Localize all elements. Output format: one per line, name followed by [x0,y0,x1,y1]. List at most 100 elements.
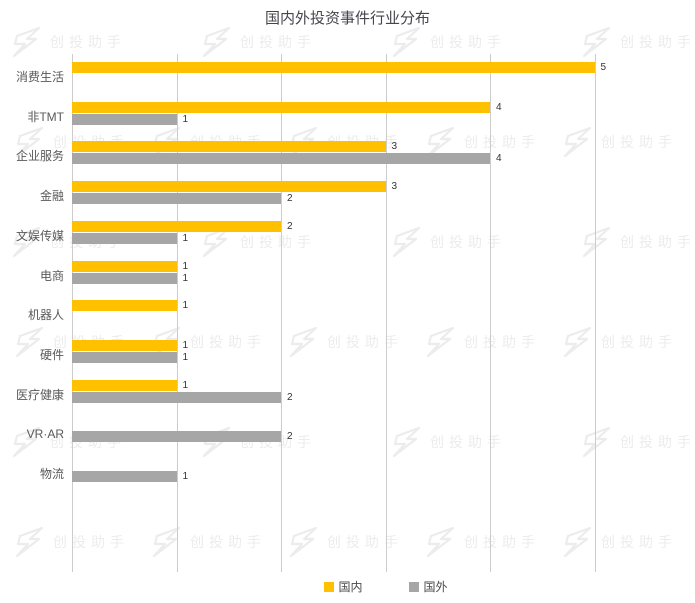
watermark-unit: 创投助手 [563,527,677,557]
category-label: 机器人 [27,308,64,323]
watermark-text: 创投助手 [430,34,506,50]
watermark-z-logo-icon [426,527,454,557]
watermark-text: 创投助手 [240,34,316,50]
watermark-z-logo-icon [392,427,420,457]
bar-domestic [72,260,177,272]
watermark-unit: 创投助手 [582,427,695,457]
legend-item-foreign[interactable]: 国外 [408,578,448,595]
value-label: 1 [182,113,189,125]
x-gridline [385,54,387,572]
value-label: 2 [287,431,293,443]
value-label: 1 [182,351,189,363]
watermark-z-logo-icon [392,227,420,257]
watermark-unit: 创投助手 [392,227,506,257]
watermark-text: 创投助手 [601,134,677,150]
x-gridline [594,54,596,572]
watermark-z-logo-icon [582,227,610,257]
watermark-text: 创投助手 [464,334,540,350]
watermark-unit: 创投助手 [563,327,677,357]
watermark-z-logo-icon [289,527,317,557]
bar-domestic [72,379,177,391]
watermark-z-logo-icon [12,27,40,57]
value-label: 1 [182,272,189,284]
watermark-unit: 创投助手 [582,227,695,257]
watermark-text: 创投助手 [240,234,316,250]
watermark-unit: 创投助手 [202,27,316,57]
bar-domestic [72,141,386,153]
category-label: 金融 [39,189,64,204]
watermark-unit: 创投助手 [152,527,266,557]
category-label: 硬件 [39,347,64,362]
watermark-text: 创投助手 [601,534,677,550]
legend-swatch-domestic-icon [323,581,334,592]
value-label: 1 [182,379,189,391]
bar-foreign [72,113,177,125]
watermark-z-logo-icon [392,27,420,57]
x-gridline [490,54,491,572]
value-label: 4 [496,153,502,165]
bar-domestic [72,181,386,193]
watermark-z-logo-icon [582,27,610,57]
category-label: 消费生活 [15,70,64,84]
value-label: 2 [287,193,293,205]
category-label: 医疗健康 [15,387,64,402]
value-label: 1 [182,232,189,244]
watermark-z-logo-icon [563,527,591,557]
watermark-text: 创投助手 [190,334,266,350]
category-label: 物流 [39,467,64,481]
value-label: 1 [182,300,189,312]
watermark-text: 创投助手 [327,334,403,350]
bar-foreign [72,471,177,482]
legend-label-foreign: 国外 [423,580,448,594]
legend-item-domestic[interactable]: 国内 [323,578,363,595]
watermark-z-logo-icon [582,427,610,457]
chart-title: 国内外投资事件行业分布 [264,10,430,27]
watermark-unit: 创投助手 [426,527,540,557]
x-gridline [176,54,178,572]
watermark-text: 创投助手 [620,234,695,250]
watermark-z-logo-icon [202,27,230,57]
watermark-z-logo-icon [563,127,591,157]
legend: 国内 国外 [323,578,448,595]
watermark-text: 创投助手 [464,534,540,550]
watermark-unit: 创投助手 [582,27,695,57]
bar-foreign [72,232,177,244]
category-label: 文娱传媒 [15,228,64,243]
watermark-text: 创投助手 [190,534,266,550]
x-gridline [281,54,282,572]
watermark-unit: 创投助手 [12,27,126,57]
bar-foreign [72,391,281,403]
watermark-z-logo-icon [289,327,317,357]
watermark-text: 创投助手 [327,534,403,550]
watermark-z-logo-icon [563,327,591,357]
watermark-unit: 创投助手 [563,127,677,157]
watermark-z-logo-icon [426,327,454,357]
watermark-text: 创投助手 [430,234,506,250]
value-label: 5 [600,62,607,73]
value-label: 4 [496,101,502,113]
bar-foreign [72,193,281,205]
value-label: 1 [182,339,189,351]
bar-foreign [72,351,177,363]
value-label: 3 [391,181,398,193]
bar-domestic [72,101,490,113]
value-label: 1 [182,471,189,482]
category-label: VR·AR [26,427,64,442]
value-label: 2 [287,391,293,403]
watermark-unit: 创投助手 [392,427,506,457]
category-label: 企业服务 [15,149,64,164]
bar-foreign [72,272,177,284]
watermark-z-logo-icon [15,527,43,557]
value-label: 2 [287,220,293,232]
legend-swatch-foreign-icon [408,581,419,592]
watermark-text: 创投助手 [53,534,129,550]
bar-domestic [72,339,177,351]
watermark-text: 创投助手 [464,134,540,150]
legend-label-domestic: 国内 [338,580,363,594]
x-gridline [72,54,73,572]
category-label: 非TMT [27,109,64,124]
bar-domestic [72,300,177,312]
bar-domestic [72,220,281,232]
bar-domestic [72,62,595,73]
